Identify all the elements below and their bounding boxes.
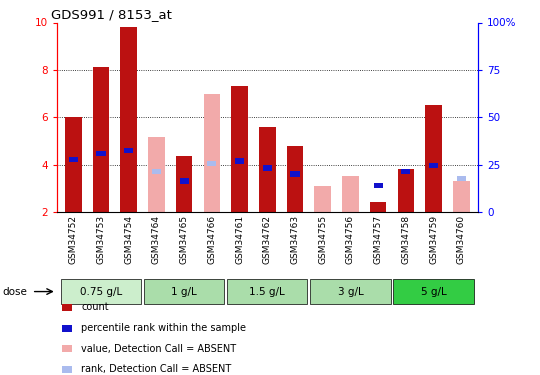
Bar [397,169,414,212]
Text: 3 g/L: 3 g/L [338,286,363,297]
Text: GSM34752: GSM34752 [69,215,78,264]
Text: GSM34758: GSM34758 [401,215,410,264]
Bar [204,93,220,212]
Text: 1 g/L: 1 g/L [171,286,197,297]
Bar [207,161,217,166]
Bar [429,163,438,168]
Bar [69,157,78,162]
Bar [287,146,303,212]
FancyBboxPatch shape [144,279,224,304]
Text: GSM34755: GSM34755 [318,215,327,264]
Text: GSM34761: GSM34761 [235,215,244,264]
Bar [235,158,244,164]
Bar [97,151,106,156]
Bar [453,181,470,212]
Bar [180,178,189,184]
Text: GSM34759: GSM34759 [429,215,438,264]
Text: GSM34756: GSM34756 [346,215,355,264]
Bar [93,68,109,212]
Bar [370,202,387,212]
FancyBboxPatch shape [310,279,390,304]
Bar [263,165,272,171]
Bar [231,86,248,212]
Bar [457,176,466,182]
FancyBboxPatch shape [61,279,141,304]
Text: value, Detection Call = ABSENT: value, Detection Call = ABSENT [81,344,236,354]
Text: GSM34753: GSM34753 [97,215,105,264]
Bar [314,186,331,212]
Text: GSM34763: GSM34763 [291,215,300,264]
Bar [176,156,192,212]
Bar [374,183,383,189]
Text: rank, Detection Call = ABSENT: rank, Detection Call = ABSENT [81,364,231,374]
Text: GSM34757: GSM34757 [374,215,383,264]
Text: GSM34754: GSM34754 [124,215,133,264]
Text: dose: dose [3,286,28,297]
Text: 0.75 g/L: 0.75 g/L [80,286,122,297]
Bar [152,169,161,174]
Bar [426,105,442,212]
Text: 5 g/L: 5 g/L [421,286,447,297]
Text: GSM34765: GSM34765 [180,215,188,264]
Text: GSM34764: GSM34764 [152,215,161,264]
Text: count: count [81,303,109,312]
Bar [124,148,133,153]
Bar [291,171,300,177]
Text: GSM34760: GSM34760 [457,215,466,264]
Text: GDS991 / 8153_at: GDS991 / 8153_at [51,8,172,21]
Text: GSM34766: GSM34766 [207,215,217,264]
Bar [120,27,137,212]
Bar [259,127,275,212]
Bar [342,176,359,212]
Text: GSM34762: GSM34762 [263,215,272,264]
Bar [148,137,165,212]
Bar [401,169,410,174]
Text: percentile rank within the sample: percentile rank within the sample [81,323,246,333]
Text: 1.5 g/L: 1.5 g/L [249,286,285,297]
Bar [65,117,82,212]
FancyBboxPatch shape [227,279,307,304]
FancyBboxPatch shape [393,279,474,304]
